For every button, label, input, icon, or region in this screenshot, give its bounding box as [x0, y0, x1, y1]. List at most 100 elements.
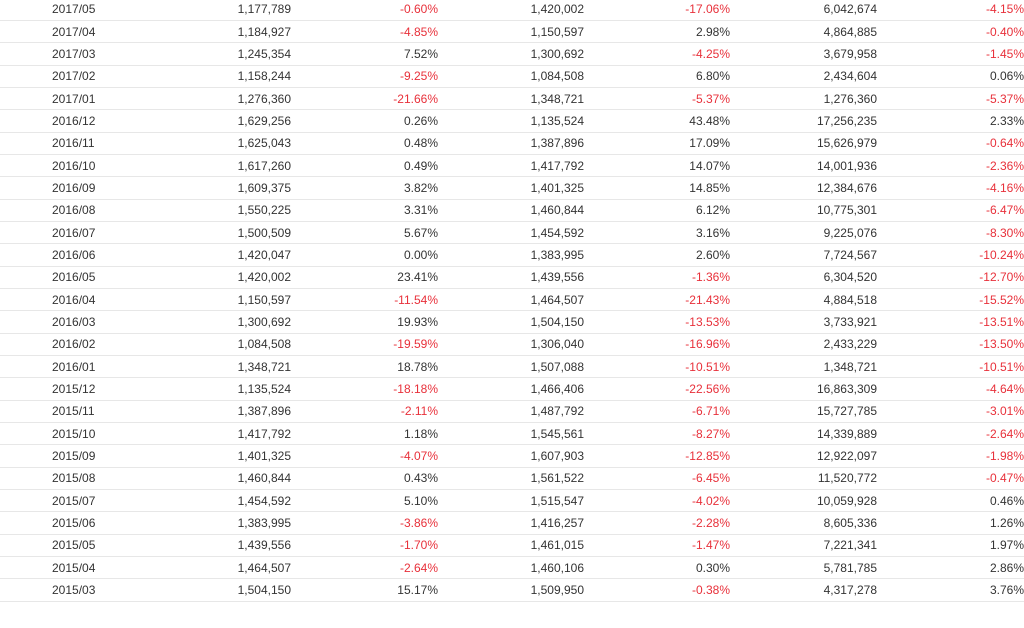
cumulative-cell: 12,384,676: [730, 176, 877, 200]
table-row: 2017/05 1,177,789 -0.60% 1,420,002 -17.06% 6,…: [0, 0, 1024, 21]
month-cell: 2015/08: [0, 467, 120, 491]
change-a-cell: 15.17%: [291, 578, 438, 602]
change-b-cell: -16.96%: [584, 333, 730, 357]
value-a-cell: 1,439,556: [120, 534, 291, 558]
cumulative-cell: 4,884,518: [730, 288, 877, 312]
table-row: 2016/11 1,625,043 0.48% 1,387,896 17.09% 15,6…: [0, 132, 1024, 155]
cumulative-cell: 14,339,889: [730, 422, 877, 446]
value-a-cell: 1,629,256: [120, 109, 291, 133]
change-c-cell: -4.64%: [877, 377, 1024, 401]
change-c-cell: 1.97%: [877, 534, 1024, 558]
change-b-cell: 43.48%: [584, 109, 730, 133]
value-a-cell: 1,084,508: [120, 333, 291, 357]
cumulative-cell: 7,724,567: [730, 243, 877, 267]
month-cell: 2016/04: [0, 288, 120, 312]
month-cell: 2015/05: [0, 534, 120, 558]
value-b-cell: 1,487,792: [438, 400, 584, 424]
table-row: 2016/05 1,420,002 23.41% 1,439,556 -1.36% 6,3…: [0, 266, 1024, 289]
value-b-cell: 1,416,257: [438, 511, 584, 535]
value-b-cell: 1,515,547: [438, 489, 584, 513]
value-b-cell: 1,507,088: [438, 355, 584, 379]
value-a-cell: 1,504,150: [120, 578, 291, 602]
value-a-cell: 1,420,047: [120, 243, 291, 267]
value-b-cell: 1,461,015: [438, 534, 584, 558]
value-b-cell: 1,545,561: [438, 422, 584, 446]
table-row: 2016/10 1,617,260 0.49% 1,417,792 14.07% 14,0…: [0, 154, 1024, 178]
value-a-cell: 1,245,354: [120, 42, 291, 66]
value-a-cell: 1,625,043: [120, 132, 291, 155]
cumulative-cell: 4,317,278: [730, 578, 877, 602]
month-cell: 2016/03: [0, 310, 120, 334]
change-c-cell: -15.52%: [877, 288, 1024, 312]
change-c-cell: -4.16%: [877, 176, 1024, 200]
change-b-cell: 6.12%: [584, 199, 730, 222]
change-c-cell: -2.36%: [877, 154, 1024, 178]
table-row: 2016/08 1,550,225 3.31% 1,460,844 6.12% 10,77…: [0, 199, 1024, 222]
month-cell: 2017/05: [0, 0, 120, 21]
month-cell: 2015/12: [0, 377, 120, 401]
change-b-cell: -4.02%: [584, 489, 730, 513]
table-row: 2015/08 1,460,844 0.43% 1,561,522 -6.45% 11,5…: [0, 467, 1024, 491]
month-cell: 2016/06: [0, 243, 120, 267]
value-a-cell: 1,348,721: [120, 355, 291, 379]
change-a-cell: 23.41%: [291, 266, 438, 289]
value-b-cell: 1,135,524: [438, 109, 584, 133]
change-a-cell: -9.25%: [291, 65, 438, 88]
value-a-cell: 1,150,597: [120, 288, 291, 312]
value-a-cell: 1,158,244: [120, 65, 291, 88]
change-a-cell: 7.52%: [291, 42, 438, 66]
change-b-cell: -0.38%: [584, 578, 730, 602]
change-a-cell: 1.18%: [291, 422, 438, 446]
table-row: 2015/12 1,135,524 -18.18% 1,466,406 -22.56% 1…: [0, 377, 1024, 401]
change-b-cell: 0.30%: [584, 556, 730, 580]
month-cell: 2017/04: [0, 20, 120, 44]
change-b-cell: -17.06%: [584, 0, 730, 21]
table-row: 2016/07 1,500,509 5.67% 1,454,592 3.16% 9,225…: [0, 221, 1024, 245]
change-a-cell: -19.59%: [291, 333, 438, 357]
change-a-cell: 19.93%: [291, 310, 438, 334]
table-row: 2016/09 1,609,375 3.82% 1,401,325 14.85% 12,3…: [0, 176, 1024, 200]
table-row: 2016/03 1,300,692 19.93% 1,504,150 -13.53% 3,…: [0, 310, 1024, 334]
cumulative-cell: 3,733,921: [730, 310, 877, 334]
change-a-cell: 5.10%: [291, 489, 438, 513]
change-c-cell: 2.33%: [877, 109, 1024, 133]
value-b-cell: 1,387,896: [438, 132, 584, 155]
change-b-cell: -4.25%: [584, 42, 730, 66]
table-row: 2017/04 1,184,927 -4.85% 1,150,597 2.98% 4,86…: [0, 20, 1024, 44]
cumulative-cell: 10,059,928: [730, 489, 877, 513]
value-a-cell: 1,420,002: [120, 266, 291, 289]
change-c-cell: 2.86%: [877, 556, 1024, 580]
value-a-cell: 1,464,507: [120, 556, 291, 580]
change-b-cell: -10.51%: [584, 355, 730, 379]
change-b-cell: -22.56%: [584, 377, 730, 401]
month-cell: 2015/07: [0, 489, 120, 513]
table-row: 2015/10 1,417,792 1.18% 1,545,561 -8.27% 14,3…: [0, 422, 1024, 446]
value-b-cell: 1,150,597: [438, 20, 584, 44]
change-a-cell: -4.85%: [291, 20, 438, 44]
change-b-cell: -1.47%: [584, 534, 730, 558]
month-cell: 2016/10: [0, 154, 120, 178]
change-a-cell: 0.43%: [291, 467, 438, 491]
change-b-cell: 3.16%: [584, 221, 730, 245]
change-a-cell: 0.48%: [291, 132, 438, 155]
month-cell: 2015/11: [0, 400, 120, 424]
value-a-cell: 1,617,260: [120, 154, 291, 178]
cumulative-cell: 10,775,301: [730, 199, 877, 222]
value-a-cell: 1,500,509: [120, 221, 291, 245]
cumulative-cell: 5,781,785: [730, 556, 877, 580]
month-cell: 2017/03: [0, 42, 120, 66]
cumulative-cell: 6,042,674: [730, 0, 877, 21]
change-a-cell: -11.54%: [291, 288, 438, 312]
data-table: 2017/05 1,177,789 -0.60% 1,420,002 -17.06% 6,…: [0, 0, 1024, 602]
table-row: 2015/04 1,464,507 -2.64% 1,460,106 0.30% 5,78…: [0, 556, 1024, 580]
month-cell: 2016/08: [0, 199, 120, 222]
table-row: 2015/03 1,504,150 15.17% 1,509,950 -0.38% 4,3…: [0, 578, 1024, 602]
change-a-cell: 18.78%: [291, 355, 438, 379]
change-b-cell: 14.85%: [584, 176, 730, 200]
month-cell: 2016/07: [0, 221, 120, 245]
change-b-cell: -2.28%: [584, 511, 730, 535]
change-c-cell: 3.76%: [877, 578, 1024, 602]
change-a-cell: 3.31%: [291, 199, 438, 222]
table-row: 2016/06 1,420,047 0.00% 1,383,995 2.60% 7,724…: [0, 243, 1024, 267]
value-a-cell: 1,417,792: [120, 422, 291, 446]
